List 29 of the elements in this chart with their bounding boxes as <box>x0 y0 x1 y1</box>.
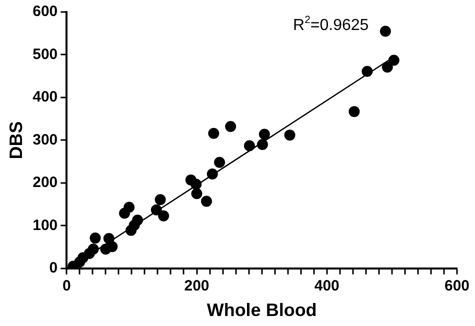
point <box>208 128 220 139</box>
y-tick-label: 100 <box>32 216 58 234</box>
y-tick-label: 500 <box>32 46 58 63</box>
point <box>214 156 226 168</box>
point <box>191 188 202 200</box>
point <box>244 140 255 152</box>
point <box>380 26 391 37</box>
y-axis-title: DBS <box>6 121 26 160</box>
point <box>90 232 101 244</box>
x-tick-label: 200 <box>184 278 210 295</box>
x-axis-title: Whole Blood <box>206 300 317 320</box>
point <box>382 62 393 73</box>
y-tick-label: 300 <box>32 131 58 148</box>
point <box>225 121 236 132</box>
point <box>100 244 112 255</box>
y-tick-label: 600 <box>32 3 58 20</box>
point <box>348 106 360 118</box>
y-tick-label: 0 <box>49 260 58 277</box>
point <box>158 210 170 222</box>
point <box>258 128 270 140</box>
x-tick-label: 0 <box>62 278 71 295</box>
point <box>201 196 212 207</box>
y-tick-label: 400 <box>32 88 58 106</box>
point <box>119 208 130 219</box>
y-tick-label: 200 <box>32 174 58 192</box>
point <box>154 194 166 206</box>
point <box>284 130 296 141</box>
x-tick-label: 400 <box>314 278 340 295</box>
x-tick-label: 600 <box>444 278 470 295</box>
